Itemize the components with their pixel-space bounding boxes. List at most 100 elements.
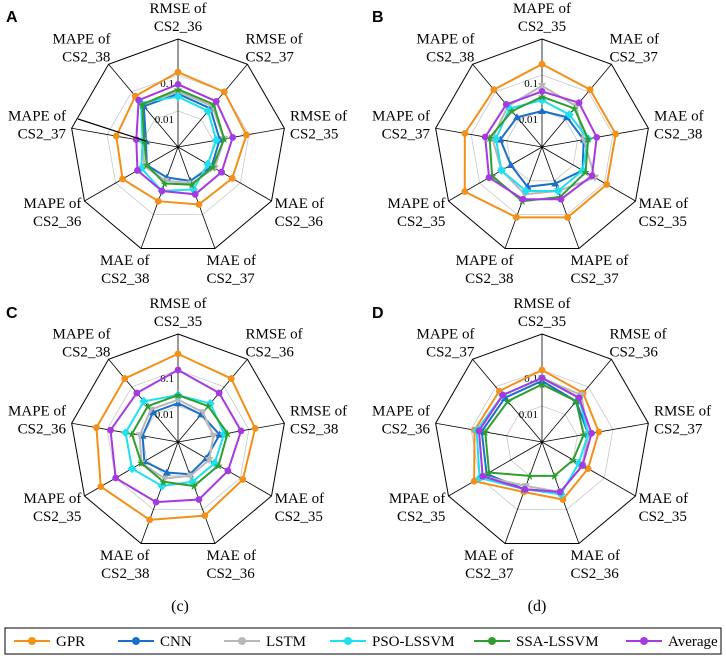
data-point [496, 165, 506, 175]
grid-ring [71, 333, 285, 544]
data-point: ★ [549, 470, 559, 483]
data-point [201, 512, 209, 520]
axis-label: MAPE of CS2_35 [23, 491, 81, 525]
panel-letter-a: A [6, 9, 18, 26]
legend-label: Average [668, 634, 718, 650]
data-point: ★ [503, 395, 513, 408]
series-line [138, 398, 215, 480]
data-point: ★ [127, 428, 137, 441]
data-point [203, 159, 213, 169]
data-point: ★ [525, 470, 535, 483]
axis-label: MAPE of CS2_37 [372, 108, 430, 142]
data-point [506, 161, 515, 168]
series-ssa-lssvm: ★ ★ ★ ★ ★ ★ ★ ★ ★ [127, 389, 233, 493]
data-point [481, 133, 489, 141]
data-point [203, 106, 213, 116]
legend-label: SSA-LSSVM [516, 634, 599, 650]
data-point: ★ [208, 161, 218, 174]
axis-spoke [177, 146, 272, 202]
axis-label: MAE of CS2_37 [206, 253, 256, 287]
axis-label: MAE of CS2_35 [275, 491, 325, 525]
axis-label: MAPE of CS2_38 [53, 326, 111, 360]
data-point [139, 396, 149, 406]
data-point [205, 457, 214, 464]
series-line [141, 88, 226, 186]
data-point [107, 426, 114, 434]
data-point [521, 186, 531, 196]
data-point [121, 428, 131, 438]
series-line [141, 402, 221, 476]
series-gpr [470, 366, 603, 503]
caption-c: (c) [171, 598, 189, 615]
legend: GPR CNN LSTM PSO-LSSVM SSA-LSSVM Average [4, 627, 722, 655]
data-point [154, 197, 162, 205]
axis-spoke [177, 441, 272, 497]
data-point [157, 481, 167, 491]
axis-label: MAE of CS2_36 [206, 548, 256, 582]
grid-ring [470, 74, 614, 216]
grid-ring [106, 369, 250, 511]
axis-label: MAPE of CS2_36 [23, 196, 81, 230]
data-point [97, 483, 105, 490]
data-point: ★ [189, 480, 199, 493]
legend-item-lstm: LSTM [224, 634, 306, 650]
data-point [538, 366, 546, 374]
axis-label: RMSE of CS2_36 [149, 1, 206, 35]
axis-spoke [541, 422, 649, 443]
data-point [209, 432, 218, 440]
data-point [218, 168, 225, 176]
data-point [538, 107, 546, 114]
series-line [477, 376, 593, 494]
series-line [475, 376, 590, 496]
data-point [593, 133, 601, 141]
data-point: ★ [223, 427, 233, 440]
data-point [575, 99, 583, 107]
data-point [519, 195, 527, 203]
data-point [149, 408, 158, 416]
axis-label: MAE of CS2_37 [464, 548, 514, 582]
data-point: ★ [214, 459, 224, 472]
data-point [470, 477, 478, 485]
panel-letter-d: D [372, 305, 384, 322]
axis-label: MAE of CS2_38 [100, 253, 150, 287]
axis-label: MAE of CS2_38 [654, 108, 704, 142]
data-point [479, 472, 487, 480]
axis-spoke [140, 146, 179, 249]
data-point [584, 465, 592, 472]
legend-marker [28, 637, 36, 645]
data-point [251, 424, 259, 432]
legend-item-ssa-lssvm: SSA-LSSVM [474, 634, 599, 650]
radial-tick-label: 0.01 [519, 409, 538, 421]
panel-letter-c: C [6, 305, 18, 322]
axis-spoke [71, 127, 179, 148]
axis-spoke [177, 422, 285, 443]
data-point [603, 181, 611, 188]
data-point: ★ [187, 179, 197, 192]
data-point: ★ [173, 389, 183, 402]
data-point [211, 135, 221, 145]
legend-label: CNN [160, 634, 192, 650]
data-point [521, 485, 529, 493]
axis-label: RMSE of CS2_37 [654, 403, 711, 437]
data-point: ★ [136, 457, 146, 470]
axis-label: MAPE of CS2_37 [417, 326, 475, 360]
data-point [135, 432, 144, 440]
legend-marker [238, 637, 246, 645]
data-point [502, 101, 510, 108]
data-point [174, 68, 182, 76]
data-point [579, 462, 586, 469]
data-point: ★ [581, 166, 591, 179]
data-point: ★ [219, 133, 229, 146]
data-point [239, 476, 247, 483]
data-point: ★ [583, 133, 593, 146]
legend-item-average: Average [626, 634, 718, 650]
data-point [146, 406, 155, 414]
data-point [551, 179, 560, 187]
data-point [160, 475, 169, 483]
axis-spoke [541, 146, 636, 202]
data-point [134, 167, 141, 174]
radial-tick-label: 0.1 [524, 78, 538, 90]
grid-ring [435, 333, 649, 544]
